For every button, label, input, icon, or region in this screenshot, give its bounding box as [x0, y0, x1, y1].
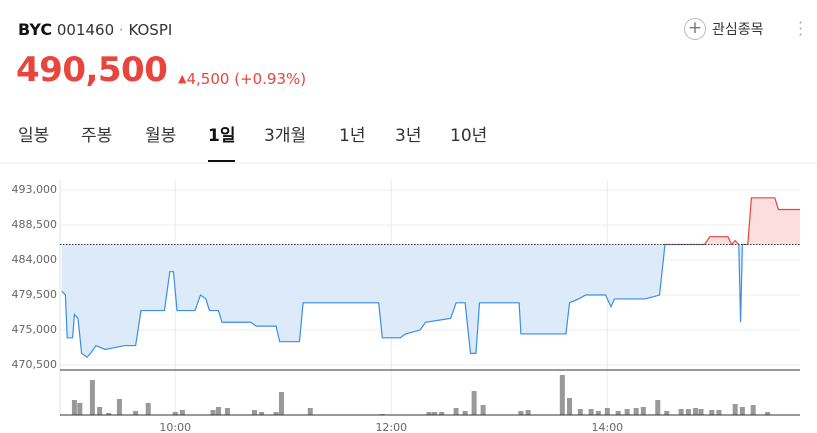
volume-bar	[172, 412, 178, 415]
volume-bar	[224, 408, 230, 415]
volume-bar	[106, 413, 112, 415]
volume-bar	[678, 409, 684, 415]
volume-bar	[251, 410, 257, 415]
x-tick-label: 12:00	[375, 421, 407, 433]
change: ▲4,500 (+0.93%)	[178, 70, 307, 88]
volume-bar	[210, 410, 216, 415]
x-tick-label: 14:00	[591, 421, 623, 433]
volume-bar	[426, 412, 432, 415]
volume-bar	[480, 405, 486, 415]
volume-bar	[77, 403, 83, 415]
volume-bar	[567, 398, 573, 415]
volume-bar	[640, 407, 646, 415]
tab[interactable]: 1일	[208, 126, 236, 146]
volume-bar	[693, 408, 699, 415]
y-tick-label: 470,500	[12, 358, 58, 371]
volume-bar	[273, 412, 279, 415]
price-line-up	[664, 197, 800, 245]
volume-bar	[432, 412, 438, 415]
volume-bar	[462, 411, 468, 415]
volume-bar	[615, 411, 621, 415]
tab[interactable]: 월봉	[145, 126, 177, 146]
volume-bar	[732, 404, 738, 415]
volume-bar	[133, 411, 139, 415]
tab[interactable]: 주봉	[81, 126, 113, 146]
volume-bar	[471, 391, 477, 415]
change-amount: 4,500	[186, 70, 230, 88]
volume-bar	[765, 412, 771, 415]
area-up	[61, 197, 800, 245]
volume-bar	[453, 408, 459, 415]
tab[interactable]: 1년	[339, 126, 366, 146]
price-line-down	[61, 244, 749, 359]
volume-bar	[525, 410, 531, 415]
volume-bar	[588, 409, 594, 415]
volume-bar	[278, 392, 284, 415]
stock-name: BYC	[18, 20, 53, 39]
volume-bar	[664, 411, 670, 415]
volume-bar	[655, 400, 661, 415]
volume-bar	[179, 410, 185, 415]
tab-underline	[208, 160, 235, 162]
volume-bar	[89, 380, 95, 415]
volume-bar	[698, 409, 704, 415]
tab[interactable]: 10년	[450, 126, 488, 146]
stock-code: 001460	[56, 21, 115, 39]
volume-bar	[439, 412, 445, 415]
y-tick-label: 488,500	[12, 218, 58, 231]
separator: ·	[118, 21, 124, 39]
x-tick-label: 10:00	[159, 421, 191, 433]
volume-bar	[71, 400, 77, 415]
tab[interactable]: 일봉	[18, 126, 50, 146]
y-tick-label: 475,000	[12, 323, 58, 336]
volume-bar	[559, 375, 565, 415]
price: 490,500	[16, 50, 168, 90]
volume-bar	[215, 407, 221, 415]
volume-bar	[604, 408, 610, 415]
tab[interactable]: 3개월	[264, 126, 307, 146]
volume-bar	[633, 408, 639, 415]
volume-bar	[97, 407, 103, 415]
volume-bar	[259, 412, 265, 415]
area-down	[61, 244, 743, 358]
y-tick-label: 479,500	[12, 288, 58, 301]
volume-bar	[685, 409, 691, 415]
more-menu[interactable]: · · ·	[798, 13, 804, 44]
volume-bar	[145, 403, 151, 415]
volume-bar	[307, 408, 313, 415]
volume-bar	[739, 407, 745, 415]
volume-bar	[518, 411, 524, 415]
change-percent: (+0.93%)	[234, 70, 307, 88]
volume-bar	[577, 409, 583, 415]
market: KOSPI	[128, 21, 173, 39]
volume-bar	[595, 411, 601, 415]
y-tick-label: 493,000	[12, 183, 58, 196]
volume-bar	[709, 410, 715, 415]
volume-bar	[750, 405, 756, 415]
y-tick-label: 484,000	[12, 253, 58, 266]
volume-bar	[624, 409, 630, 415]
volume-bar	[116, 399, 122, 415]
watch-label: 관심종목	[712, 22, 764, 38]
stock-header: BYC 001460 · KOSPI	[18, 20, 172, 39]
volume-bar	[716, 410, 722, 415]
tab[interactable]: 3년	[395, 126, 422, 146]
watch-button[interactable]: + 관심종목	[684, 18, 764, 40]
